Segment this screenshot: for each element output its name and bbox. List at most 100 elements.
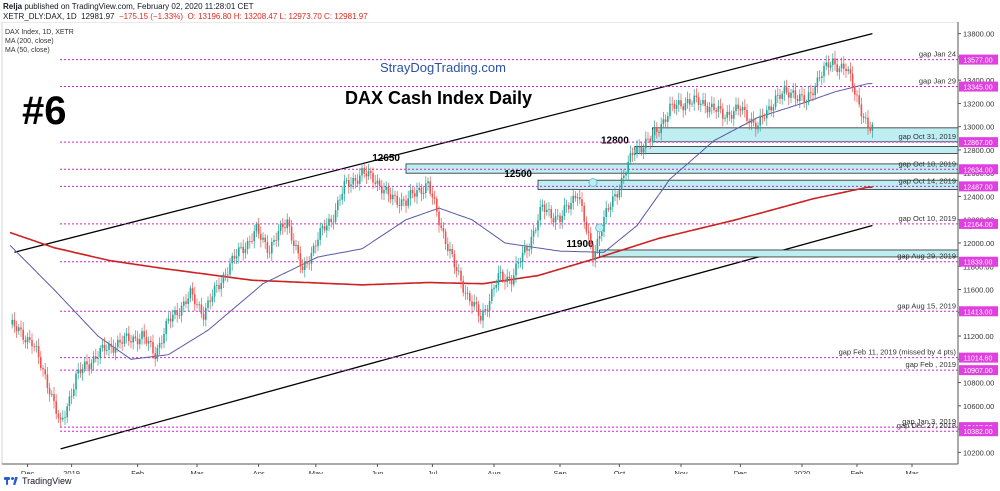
candle-body [244,249,247,254]
price-chart[interactable]: 12800 12650 12500 11900 gap Jan 24 gap Jan 29… [0,22,1000,474]
candle-body [119,339,121,343]
candle-body [585,221,588,232]
candle-body [552,218,555,223]
candle-body [46,374,49,389]
candle-body [376,180,379,184]
candle-body [460,270,462,281]
candle-body [359,175,361,184]
candle-body [838,68,841,73]
candle-body [233,255,236,259]
candle-body [112,346,115,353]
candle-body [235,256,238,259]
candle-body [631,152,634,155]
legend-ma50: MA (50, close) [5,47,50,54]
candle-body [788,92,790,98]
candle-body [777,94,779,96]
candle-body [169,318,172,322]
candle-body [497,273,500,286]
candle-body [458,270,460,272]
candle-body [400,199,403,206]
candle-body [554,216,557,223]
open-value: O: 13196.80 [187,12,232,21]
time-tick-label: Apr [253,469,265,474]
candle-body [590,233,592,245]
gap-price-tag [959,256,998,267]
gap-price-tag-text: 11413.00 [964,309,993,316]
candle-body [341,194,343,200]
candle-body [825,62,827,66]
candle-body [821,76,823,78]
candle-body [220,283,222,290]
support-zone [634,146,959,154]
candle-body [612,196,614,207]
time-tick-label: Jun [371,469,383,474]
candle-body [581,199,583,206]
candle-body [504,280,506,283]
candle-body [832,58,834,66]
candle-body [62,417,64,420]
candle-body [502,271,504,281]
candle-body [475,302,478,305]
time-tick-label: Sep [553,469,566,474]
candle-body [493,287,495,290]
candle-body [51,394,53,395]
price-tick-label: 12400.00 [963,192,994,201]
candle-body [605,208,607,217]
gap-label: gap Aug 29, 2019 [897,252,956,261]
candle-body [90,362,93,370]
gap-price-tag [959,181,998,192]
candle-body [433,197,436,199]
candle-body [407,198,409,206]
candle-body [803,95,805,103]
support-zone [537,179,959,190]
candle-body [238,247,240,257]
candle-body [15,326,18,332]
candle-body [187,298,189,304]
candle-body [693,95,695,104]
candle-body [792,90,794,93]
candle-body [339,199,341,201]
candle-body [321,226,324,229]
candle-body [609,206,612,210]
candle-body [315,245,317,247]
gap-label: gap Oct 18, 2019 [898,159,956,168]
candle-body [827,62,830,68]
candle-body [411,190,414,194]
candle-body [625,173,627,176]
candle-body [392,194,394,200]
candle-body [563,205,566,217]
candle-body [354,177,357,181]
candle-body [667,116,669,122]
candle-body [167,318,170,321]
candle-body [387,186,390,195]
candle-body [68,396,71,407]
candle-body [319,228,321,240]
candle-body [293,240,295,247]
candle-body [658,131,660,134]
candle-body [123,335,126,344]
candle-body [656,128,658,132]
time-axis: Dec 2019 Feb Mar Apr May Jun Jul Aug Sep Oct Nov Dec… [2,463,958,474]
candle-body [332,221,335,223]
candle-body [840,63,843,69]
candle-body [152,341,154,354]
candle-body [42,367,44,370]
candle-body [623,175,625,178]
candle-body [420,187,423,194]
zone-label: 12650 [372,153,400,164]
candle-body [365,173,368,177]
candle-body [869,127,871,131]
candle-body [31,339,33,347]
gap-price-tag-text: 11014.60 [964,356,993,363]
candle-body [224,274,227,276]
candle-body [350,184,352,187]
plot-area [1,22,959,465]
candle-body [763,117,766,119]
candle-body [229,263,231,275]
gap-label: gap Aug 15, 2019 [897,301,956,310]
time-tick-label: 2020 [794,469,811,474]
candle-body [618,189,621,198]
candle-body [64,417,66,419]
candle-body [59,417,62,420]
price-tick-label: 11800.00 [963,262,994,271]
